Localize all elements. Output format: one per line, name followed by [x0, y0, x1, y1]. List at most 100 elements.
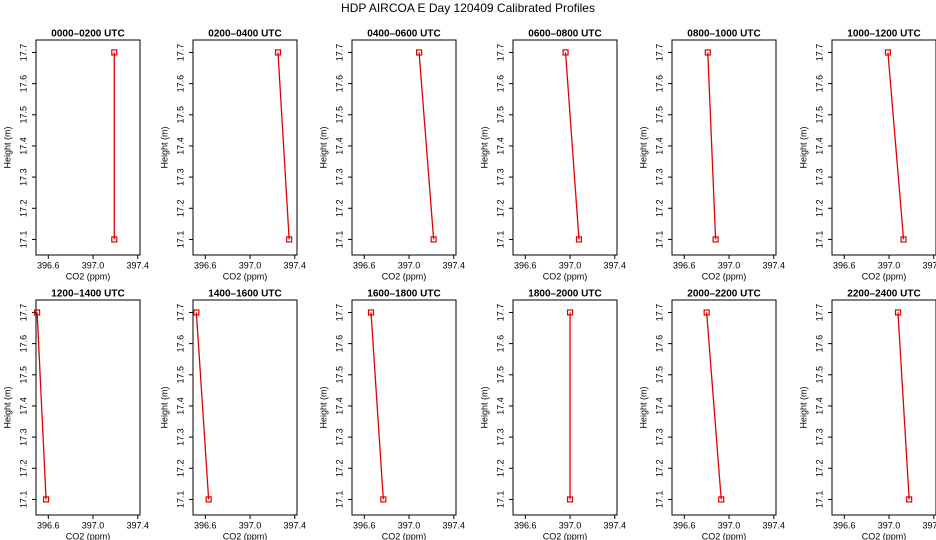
plot-frame: [512, 39, 618, 256]
y-tick-label: 17.1: [814, 491, 824, 509]
y-tick-label: 17.1: [814, 231, 824, 249]
y-tick-label: 17.5: [814, 366, 824, 384]
x-tick-label: 396.6: [514, 520, 537, 530]
y-tick-label: 17.2: [175, 459, 185, 477]
y-tick-label: 17.5: [175, 366, 185, 384]
x-tick-label: 397.4: [603, 260, 626, 270]
x-axis-label: CO2 (ppm): [862, 531, 907, 540]
x-tick-label: 397.0: [559, 260, 582, 270]
x-tick-label: 397.0: [239, 520, 262, 530]
y-tick-label: 17.7: [814, 304, 824, 322]
y-axis-label: Height (m): [638, 126, 648, 168]
y-axis-label: Height (m): [318, 386, 328, 428]
profile-line: [36, 312, 47, 500]
y-axis-label: Height (m): [479, 386, 489, 428]
y-tick-label: 17.7: [175, 304, 185, 322]
x-axis-label: CO2 (ppm): [382, 271, 427, 281]
y-axis-label: Height (m): [798, 386, 808, 428]
y-tick-label: 17.6: [334, 75, 344, 93]
y-tick-label: 17.2: [334, 199, 344, 217]
panel-title: 1400–1600 UTC: [208, 289, 281, 300]
y-tick-label: 17.1: [495, 491, 505, 509]
y-tick-label: 17.1: [18, 231, 28, 249]
plot-frame: [512, 299, 618, 516]
y-tick-label: 17.2: [814, 199, 824, 217]
y-tick-label: 17.6: [334, 335, 344, 353]
y-tick-label: 17.6: [814, 335, 824, 353]
profile-line: [370, 312, 384, 500]
y-tick-label: 17.2: [495, 459, 505, 477]
x-axis-label: CO2 (ppm): [543, 271, 588, 281]
y-tick-label: 17.4: [175, 397, 185, 415]
y-tick-label: 17.1: [495, 231, 505, 249]
x-tick-label: 396.6: [37, 260, 60, 270]
y-tick-label: 17.7: [495, 44, 505, 62]
y-tick-label: 17.7: [495, 304, 505, 322]
x-axis-label: CO2 (ppm): [702, 271, 747, 281]
x-axis-label: CO2 (ppm): [223, 271, 268, 281]
profile-line: [195, 312, 210, 500]
x-tick-label: 396.6: [194, 260, 217, 270]
y-tick-label: 17.7: [18, 304, 28, 322]
x-axis-label: CO2 (ppm): [66, 531, 111, 540]
x-tick-label: 397.0: [82, 520, 105, 530]
y-tick-label: 17.7: [654, 44, 664, 62]
y-axis-label: Height (m): [798, 126, 808, 168]
y-tick-label: 17.6: [654, 75, 664, 93]
x-tick-label: 396.6: [514, 260, 537, 270]
y-tick-label: 17.5: [18, 106, 28, 124]
y-tick-label: 17.5: [175, 106, 185, 124]
y-tick-label: 17.1: [654, 491, 664, 509]
y-tick-label: 17.6: [175, 75, 185, 93]
x-tick-label: 397.4: [762, 520, 785, 530]
plot-frame: [671, 299, 777, 516]
x-tick-label: 397.0: [239, 260, 262, 270]
y-tick-label: 17.4: [495, 397, 505, 415]
panel-title: 0600–0800 UTC: [528, 29, 601, 40]
y-tick-label: 17.4: [175, 137, 185, 155]
x-tick-label: 397.4: [283, 260, 306, 270]
y-tick-label: 17.1: [654, 231, 664, 249]
data-point: [111, 236, 118, 243]
data-point: [34, 309, 41, 316]
x-tick-label: 397.0: [82, 260, 105, 270]
data-point: [900, 236, 907, 243]
y-tick-label: 17.6: [495, 75, 505, 93]
y-tick-label: 17.3: [18, 428, 28, 446]
y-tick-label: 17.2: [175, 199, 185, 217]
x-tick-label: 397.4: [126, 260, 149, 270]
x-tick-label: 397.4: [922, 260, 936, 270]
x-axis-label: CO2 (ppm): [223, 531, 268, 540]
y-tick-label: 17.6: [175, 335, 185, 353]
y-tick-label: 17.2: [334, 459, 344, 477]
data-point: [415, 49, 423, 56]
y-tick-label: 17.2: [495, 199, 505, 217]
plot-frame: [831, 39, 936, 256]
x-tick-label: 397.4: [762, 260, 785, 270]
data-point: [42, 496, 50, 503]
x-tick-label: 397.4: [126, 520, 149, 530]
panel-title: 1000–1200 UTC: [847, 29, 920, 40]
y-tick-label: 17.4: [18, 397, 28, 415]
y-tick-label: 17.1: [334, 231, 344, 249]
y-tick-label: 17.3: [814, 428, 824, 446]
y-tick-label: 17.3: [334, 428, 344, 446]
x-tick-label: 396.6: [673, 520, 696, 530]
plot-frame: [351, 299, 457, 516]
y-tick-label: 17.4: [334, 137, 344, 155]
y-tick-label: 17.6: [18, 75, 28, 93]
y-tick-label: 17.7: [334, 304, 344, 322]
x-tick-label: 397.0: [718, 260, 741, 270]
data-point: [205, 496, 212, 503]
y-tick-label: 17.1: [175, 231, 185, 249]
x-tick-label: 397.0: [878, 260, 901, 270]
x-axis-label: CO2 (ppm): [543, 531, 588, 540]
y-tick-label: 17.5: [334, 106, 344, 124]
y-tick-label: 17.3: [18, 168, 28, 186]
y-tick-label: 17.5: [654, 366, 664, 384]
data-point: [712, 236, 719, 243]
x-tick-label: 396.6: [833, 520, 856, 530]
panel-title: 0400–0600 UTC: [367, 29, 440, 40]
data-point: [193, 309, 200, 316]
profile-line: [887, 52, 905, 240]
